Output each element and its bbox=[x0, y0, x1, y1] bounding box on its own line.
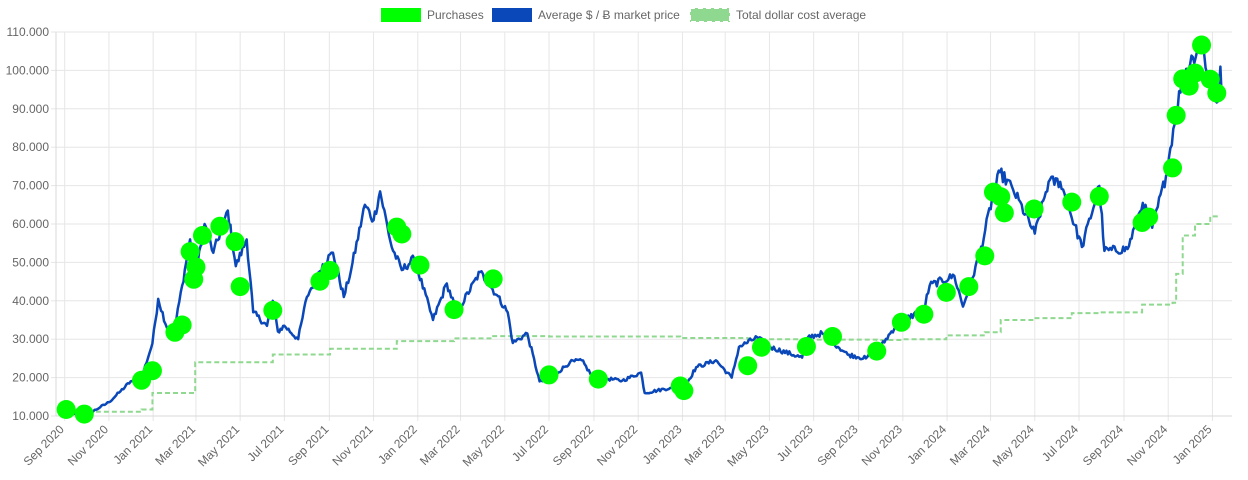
x-tick-label: Jan 2024 bbox=[904, 422, 949, 467]
x-tick-label: May 2021 bbox=[195, 422, 242, 469]
purchase-point bbox=[230, 277, 250, 297]
purchase-point bbox=[74, 404, 94, 424]
x-tick-label: Jan 2025 bbox=[1170, 422, 1215, 467]
purchase-point bbox=[539, 365, 559, 385]
y-tick-label: 70.000 bbox=[12, 179, 49, 193]
purchase-point bbox=[1207, 83, 1227, 103]
purchase-point bbox=[751, 337, 771, 357]
plot-area bbox=[56, 35, 1227, 424]
purchase-point bbox=[172, 315, 192, 335]
purchase-point bbox=[991, 187, 1011, 207]
purchase-point bbox=[56, 399, 76, 419]
purchase-point bbox=[914, 304, 934, 324]
y-tick-label: 20.000 bbox=[12, 371, 49, 385]
purchase-point bbox=[186, 257, 206, 277]
x-tick-label: Jan 2022 bbox=[375, 422, 420, 467]
x-tick-label: Mar 2024 bbox=[947, 422, 993, 468]
legend-label: Total dollar cost average bbox=[736, 8, 866, 22]
purchase-point bbox=[263, 300, 283, 320]
y-tick-label: 50.000 bbox=[12, 255, 49, 269]
purchase-point bbox=[823, 327, 843, 347]
legend-item: Total dollar cost average bbox=[689, 7, 866, 23]
purchase-point bbox=[1089, 186, 1109, 206]
legend: Purchases Average $ / Ƀ market price Total… bbox=[381, 7, 866, 23]
purchase-point bbox=[975, 246, 995, 266]
purchase-point bbox=[410, 255, 430, 275]
purchase-point bbox=[392, 224, 412, 244]
x-tick-label: Sep 2023 bbox=[814, 422, 860, 468]
purchase-point bbox=[674, 381, 694, 401]
purchase-point bbox=[588, 369, 608, 389]
purchase-point bbox=[959, 277, 979, 297]
x-tick-label: Nov 2023 bbox=[859, 422, 905, 468]
y-tick-label: 60.000 bbox=[12, 217, 49, 231]
x-tick-label: Mar 2021 bbox=[152, 422, 198, 468]
legend-label: Average $ / Ƀ market price bbox=[538, 8, 680, 22]
purchase-point bbox=[1185, 63, 1205, 83]
x-tick-label: Nov 2022 bbox=[594, 422, 640, 468]
purchase-point bbox=[1163, 158, 1183, 178]
x-tick-label: Nov 2020 bbox=[65, 422, 111, 468]
y-tick-label: 30.000 bbox=[12, 332, 49, 346]
purchase-point bbox=[867, 341, 887, 361]
x-tick-label: Jul 2021 bbox=[245, 422, 287, 464]
legend-item: Purchases bbox=[381, 8, 484, 22]
legend-swatch bbox=[381, 8, 421, 22]
y-tick-label: 40.000 bbox=[12, 294, 49, 308]
purchase-point bbox=[180, 242, 200, 262]
x-tick-label: Mar 2023 bbox=[682, 422, 728, 468]
purchase-point bbox=[738, 356, 758, 376]
purchase-point bbox=[483, 269, 503, 289]
purchase-point bbox=[444, 300, 464, 320]
x-tick-label: May 2023 bbox=[724, 422, 771, 469]
y-tick-label: 80.000 bbox=[12, 140, 49, 154]
x-tick-label: May 2024 bbox=[990, 422, 1037, 469]
market-price-line bbox=[59, 42, 1224, 417]
purchase-point bbox=[891, 312, 911, 332]
x-tick-label: Mar 2022 bbox=[417, 422, 463, 468]
x-tick-label: Jan 2021 bbox=[110, 422, 155, 467]
purchase-point bbox=[1024, 199, 1044, 219]
x-tick-label: Jul 2023 bbox=[774, 422, 816, 464]
dca-series-line bbox=[66, 214, 1218, 413]
x-tick-label: Nov 2024 bbox=[1124, 422, 1170, 468]
x-tick-label: Jan 2023 bbox=[640, 422, 685, 467]
legend-swatch bbox=[689, 7, 731, 23]
x-tick-label: Jul 2022 bbox=[509, 422, 551, 464]
x-tick-label: Sep 2020 bbox=[21, 422, 67, 468]
x-tick-label: Sep 2021 bbox=[285, 422, 331, 468]
x-tick-label: Jul 2024 bbox=[1039, 422, 1081, 464]
y-tick-label: 110.000 bbox=[7, 25, 50, 39]
purchase-point bbox=[1166, 105, 1186, 125]
y-axis: 10.000 20.000 30.000 40.000 50.000 60.000 70.0… bbox=[6, 25, 57, 423]
legend-label: Purchases bbox=[427, 8, 484, 22]
purchase-point bbox=[210, 216, 230, 236]
purchase-point bbox=[1192, 35, 1212, 55]
purchase-point bbox=[142, 361, 162, 381]
purchase-point bbox=[994, 203, 1014, 223]
grid bbox=[56, 31, 1232, 417]
purchase-point bbox=[192, 226, 212, 246]
purchase-point bbox=[225, 232, 245, 252]
y-tick-label: 10.000 bbox=[12, 409, 49, 423]
purchase-point bbox=[320, 260, 340, 280]
purchase-point bbox=[1062, 192, 1082, 212]
y-tick-label: 90.000 bbox=[12, 102, 49, 116]
y-tick-label: 100.000 bbox=[6, 63, 50, 77]
purchase-point bbox=[936, 282, 956, 302]
legend-swatch bbox=[492, 8, 532, 22]
x-tick-label: Sep 2022 bbox=[550, 422, 596, 468]
purchase-point bbox=[796, 336, 816, 356]
legend-item: Average $ / Ƀ market price bbox=[492, 8, 680, 22]
purchase-point bbox=[1139, 207, 1159, 227]
x-tick-label: May 2022 bbox=[460, 422, 507, 469]
x-tick-label: Sep 2024 bbox=[1080, 422, 1126, 468]
x-tick-label: Nov 2021 bbox=[329, 422, 375, 468]
